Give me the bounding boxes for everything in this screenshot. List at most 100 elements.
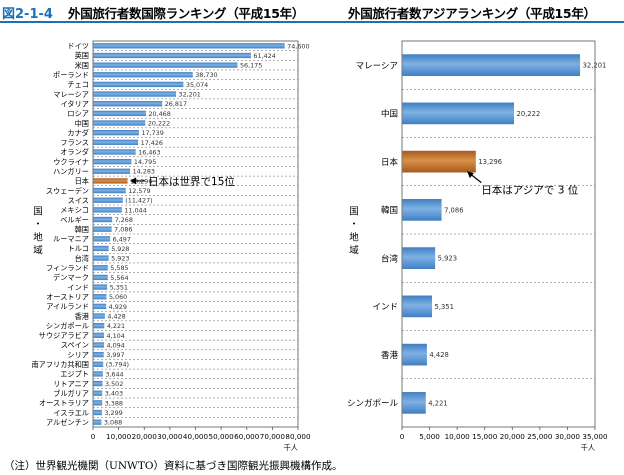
arrow-head <box>467 171 474 179</box>
value-label: 14,795 <box>134 158 156 166</box>
category-label: アイルランド <box>46 302 89 311</box>
value-label: 5,351 <box>435 303 454 311</box>
bar <box>93 101 163 107</box>
x-tick-label: 60,000 <box>234 432 260 441</box>
value-label: 4,094 <box>106 341 124 349</box>
category-label: エジプト <box>60 370 89 379</box>
bar <box>93 158 132 165</box>
category-label: 台湾 <box>381 253 399 264</box>
value-label: 74,600 <box>287 42 309 50</box>
value-label: (3,794) <box>106 361 129 369</box>
value-label: 7,086 <box>114 226 132 234</box>
value-label: 7,268 <box>115 216 133 224</box>
x-tick-label: 70,000 <box>260 432 286 441</box>
x-axis-unit: 千人 <box>581 443 595 452</box>
category-label: ブルガリア <box>53 389 89 398</box>
category-label: ポーランド <box>53 71 89 80</box>
bar <box>93 72 193 78</box>
value-label: 4,428 <box>429 351 448 359</box>
bar <box>93 120 146 126</box>
value-label: 3,997 <box>106 351 124 359</box>
category-label: ハンガリー <box>53 167 89 176</box>
annotation-text: 日本はアジアで 3 位 <box>481 184 578 197</box>
category-label: 中国 <box>75 119 89 128</box>
x-tick-label: 30,000 <box>157 432 183 441</box>
category-label: イタリア <box>61 99 89 108</box>
bar-highlight <box>93 178 128 184</box>
value-label: 3,502 <box>105 380 123 388</box>
category-label: サウジアラビア <box>39 331 89 340</box>
category-label: オランダ <box>60 148 89 157</box>
bar <box>93 245 109 252</box>
bar <box>402 247 436 269</box>
category-label: リトアニア <box>53 379 89 388</box>
value-label: 14,283 <box>133 168 155 176</box>
category-label: マレーシア <box>53 90 89 99</box>
bar <box>93 197 123 203</box>
bar <box>93 91 177 97</box>
value-label: 3,403 <box>105 390 123 398</box>
category-label: 台湾 <box>75 254 89 263</box>
value-label: 4,428 <box>107 312 125 320</box>
plot-frame <box>92 40 299 428</box>
category-label: 中国 <box>381 109 398 120</box>
value-label: 4,221 <box>107 322 125 330</box>
bar <box>93 187 126 194</box>
category-label: メキシコ <box>60 206 89 215</box>
category-label: インド <box>372 303 398 313</box>
x-tick-label: 40,000 <box>183 432 209 441</box>
value-label: 3,088 <box>104 419 122 427</box>
figure-number: 図2-1-4 <box>2 7 53 22</box>
category-label: ベルギー <box>60 215 89 224</box>
category-label: トルコ <box>68 244 89 253</box>
bar <box>402 102 515 125</box>
value-label: (11,427) <box>125 197 152 205</box>
category-label: シリア <box>67 350 89 359</box>
bar <box>402 392 426 414</box>
bar <box>93 216 113 223</box>
bar <box>93 409 102 416</box>
category-label: スイス <box>68 196 89 205</box>
value-label: 4,929 <box>109 303 127 311</box>
value-label: 35,074 <box>186 81 208 89</box>
category-label: 南アフリカ共和国 <box>31 360 89 369</box>
value-label: 38,730 <box>195 71 217 79</box>
y-axis-title: 国・地域 <box>349 207 359 257</box>
category-label: 香港 <box>75 312 90 321</box>
asia-ranking-chart: 0 5,000 10,000 15,000 20,000 25,000 30,000 35,0… <box>347 40 608 452</box>
value-label: 20,222 <box>517 110 541 118</box>
x-tick-label: 50,000 <box>209 432 235 441</box>
category-label: オーストラリア <box>39 399 89 408</box>
bar <box>93 236 111 242</box>
title-underline <box>0 21 624 23</box>
x-tick-label: 10,000 <box>106 432 132 441</box>
annotation-arrow <box>466 171 482 184</box>
category-label: スペイン <box>61 341 89 350</box>
bar <box>402 343 427 366</box>
category-label: 韓国 <box>75 225 89 234</box>
value-label: 5,585 <box>110 264 128 272</box>
value-label: 26,817 <box>165 100 187 108</box>
bar <box>93 284 108 290</box>
bar <box>93 255 109 261</box>
x-tick-label: 20,000 <box>500 432 526 441</box>
arrow-head <box>130 177 137 185</box>
value-label: 16,463 <box>138 148 160 156</box>
category-label: イスラエル <box>53 408 89 417</box>
bar <box>93 207 122 213</box>
value-label: 5,060 <box>109 293 127 301</box>
value-label: 61,424 <box>253 52 275 60</box>
value-label: 7,086 <box>444 206 463 214</box>
x-tick-label: 15,000 <box>472 432 498 441</box>
value-label: 56,175 <box>240 62 262 70</box>
bar <box>93 342 104 348</box>
world-ranking-title: 外国旅行者数国際ランキング（平成15年） <box>68 6 305 21</box>
x-tick-label: 10,000 <box>445 432 471 441</box>
figure-header: 図2-1-4 外国旅行者数国際ランキング（平成15年） 外国旅行者数アジアランキ… <box>0 0 624 23</box>
value-label: 12,579 <box>128 187 150 195</box>
category-label: インド <box>67 283 89 292</box>
value-label: 32,201 <box>179 91 201 99</box>
bar <box>93 294 107 300</box>
category-label: シンガポール <box>347 398 399 409</box>
bar <box>93 139 139 145</box>
